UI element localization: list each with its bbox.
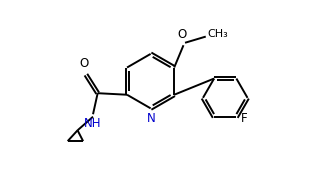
Text: F: F <box>241 112 247 125</box>
Text: CH₃: CH₃ <box>207 29 228 39</box>
Text: N: N <box>147 112 156 125</box>
Text: O: O <box>80 57 89 70</box>
Text: NH: NH <box>84 117 102 130</box>
Text: O: O <box>177 28 186 41</box>
